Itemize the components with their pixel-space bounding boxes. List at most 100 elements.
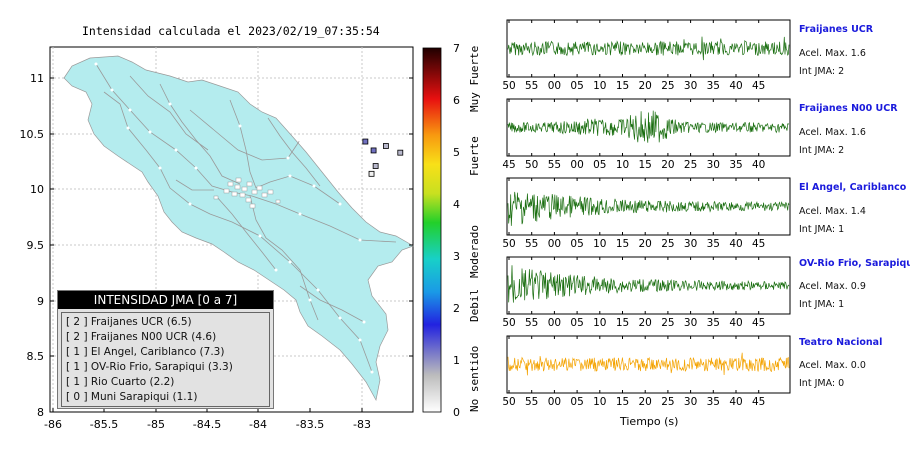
town-markers	[94, 62, 374, 374]
lat-tick-label: 10.5	[20, 128, 45, 141]
trace-int-jma: Int JMA: 0	[799, 378, 845, 389]
waveform-trace	[507, 36, 790, 61]
lon-tick-label: -83.5	[296, 418, 324, 431]
lat-tick-label: 8	[37, 406, 44, 419]
waveform-tick-label: 40	[729, 317, 742, 329]
waveform-tick-label: 45	[752, 238, 765, 250]
lat-ticks	[50, 77, 413, 357]
waveform-trace	[507, 110, 790, 143]
waveform-tick-label: 30	[707, 159, 720, 171]
waveform-trace	[507, 191, 790, 226]
trace-station-name: El Angel, Cariblanco	[799, 182, 907, 193]
waveform-tick-label: 35	[707, 317, 720, 329]
waveform-frame	[506, 335, 791, 394]
lat-tick-label: 11	[30, 72, 44, 85]
waveform-tick-label: 25	[661, 80, 674, 92]
waveform-tick-label: 15	[616, 238, 629, 250]
waveform-tick-label: 45	[752, 317, 765, 329]
trace-station-name: Fraijanes UCR	[799, 24, 874, 35]
station-marker	[383, 143, 389, 149]
land-area	[63, 55, 414, 402]
waveform-tick-label: 20	[639, 238, 652, 250]
legend-item: [ 2 ] Fraijanes UCR (6.5)	[66, 316, 192, 328]
trace-station-name: Teatro Nacional	[799, 337, 883, 348]
station-markers	[362, 138, 404, 177]
waveform-tick-label: 20	[639, 396, 652, 408]
legend-item: [ 1 ] El Angel, Cariblanco (7.3)	[66, 346, 225, 358]
station-marker	[372, 163, 379, 169]
trace-acel-max: Acel. Max. 0.9	[799, 281, 866, 292]
station-marker	[362, 138, 369, 145]
waveform-tick-label: 50	[502, 317, 515, 329]
waveform-tick-label: 25	[661, 317, 674, 329]
waveform-tick-label: 40	[729, 238, 742, 250]
waveform-panel: 50 55 00 05 10 15 20 25 30 35 40 45	[502, 335, 791, 408]
colorbar-label: Fuerte	[468, 136, 481, 176]
legend-item: [ 1 ] OV-Rio Frio, Sarapiqui (3.3)	[66, 361, 233, 373]
waveform-tick-label: 45	[752, 396, 765, 408]
legend-list: [ 2 ] Fraijanes UCR (6.5) [ 2 ] Fraijane…	[61, 312, 270, 407]
waveform-tick-label: 25	[661, 396, 674, 408]
lat-tick-label: 9.5	[27, 239, 45, 252]
trace-int-jma: Int JMA: 2	[799, 66, 845, 77]
waveform-tick-label: 50	[502, 80, 515, 92]
waveform-tick-label: 40	[752, 159, 765, 171]
waveform-tick-label: 00	[548, 238, 561, 250]
waveform-tick-label: 15	[616, 80, 629, 92]
waveform-tick-label: 05	[570, 317, 583, 329]
waveform-tick-label: 15	[616, 396, 629, 408]
trace-acel-max: Acel. Max. 1.6	[799, 48, 866, 59]
trace-int-jma: Int JMA: 1	[799, 299, 845, 310]
waveform-tick-label: 10	[593, 396, 606, 408]
legend-item: [ 2 ] Fraijanes N00 UCR (4.6)	[66, 331, 217, 343]
legend-item: [ 0 ] Muni Sarapiqui (1.1)	[66, 391, 198, 403]
station-marker	[370, 147, 377, 154]
waveform-tick-label: 20	[661, 159, 674, 171]
trace-station-name: OV-Rio Frio, Sarapiqui	[799, 258, 910, 269]
waveform-tick-label: 05	[593, 159, 606, 171]
station-marker	[397, 149, 404, 156]
waveform-tick-label: 50	[502, 396, 515, 408]
waveform-tick-label: 20	[639, 80, 652, 92]
colorbar-label: Muy Fuerte	[468, 46, 481, 112]
waveform-tick-label: 25	[684, 159, 697, 171]
colorbar-tick: 4	[453, 198, 460, 211]
waveform-tick-label: 10	[593, 238, 606, 250]
waveform-tick-label: 45	[502, 159, 515, 171]
lon-tick-label: -85.5	[90, 418, 118, 431]
waveform-tick-label: 00	[570, 159, 583, 171]
waveform-panels: 50 55 00 05 10 15 20 25 30 35 40 45 45 50 55 00 05 10 15 20…	[502, 19, 791, 408]
legend-header: INTENSIDAD JMA [0 a 7]	[58, 291, 273, 309]
colorbar-tick: 1	[453, 354, 460, 367]
lon-tick-label: -83	[353, 418, 371, 431]
waveform-trace	[507, 265, 790, 303]
intensity-legend: INTENSIDAD JMA [0 a 7] [ 2 ] Fraijanes U…	[57, 290, 274, 409]
lon-tick-label: -84	[249, 418, 267, 431]
waveform-tick-label: 25	[661, 238, 674, 250]
waveform-tick-label: 30	[684, 80, 697, 92]
waveform-tick-label: 30	[684, 396, 697, 408]
waveform-tick-label: 35	[707, 238, 720, 250]
colorbar-tick: 2	[453, 302, 460, 315]
lat-tick-label: 9	[37, 295, 44, 308]
city-dots	[213, 177, 281, 209]
waveform-tick-label: 10	[593, 80, 606, 92]
lat-tick-label: 10	[30, 183, 44, 196]
colorbar-tick: 7	[453, 42, 460, 55]
waveform-tick-label: 55	[525, 317, 538, 329]
trace-station-name: Fraijanes N00 UCR	[799, 103, 898, 114]
waveform-tick-label: 20	[639, 317, 652, 329]
waveform-panel: 50 55 00 05 10 15 20 25 30 35 40 45	[502, 19, 791, 92]
trace-acel-max: Acel. Max. 1.6	[799, 127, 866, 138]
waveform-tick-label: 40	[729, 396, 742, 408]
colorbar-tick: 0	[453, 406, 460, 419]
legend-item: [ 1 ] Rio Cuarto (2.2)	[66, 376, 175, 388]
waveform-tick-label: 55	[548, 159, 561, 171]
trace-acel-max: Acel. Max. 1.4	[799, 206, 866, 217]
waveform-tick-label: 35	[707, 80, 720, 92]
lat-tick-label: 8.5	[27, 350, 45, 363]
waveform-tick-label: 15	[639, 159, 652, 171]
waveform-tick-label: 55	[525, 238, 538, 250]
waveform-tick-label: 05	[570, 396, 583, 408]
colorbar-tick: 3	[453, 250, 460, 263]
